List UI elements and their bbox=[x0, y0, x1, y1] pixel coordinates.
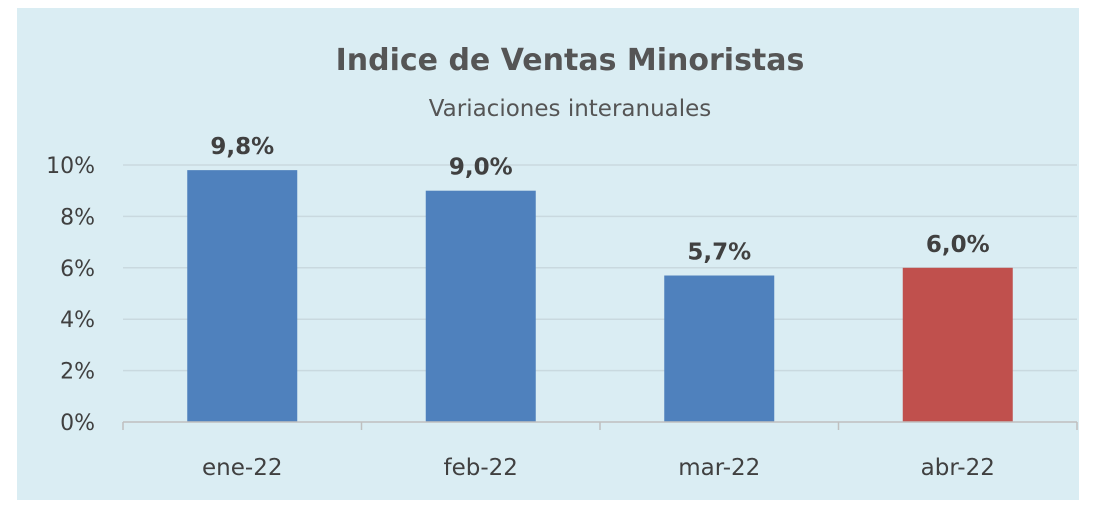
bars bbox=[187, 170, 1013, 422]
data-labels: 9,8% 9,0% 5,7% 6,0% bbox=[210, 134, 989, 265]
data-label: 9,8% bbox=[210, 134, 274, 160]
data-label: 6,0% bbox=[926, 232, 990, 258]
data-label: 9,0% bbox=[449, 155, 513, 181]
category-label: ene-22 bbox=[202, 455, 282, 481]
y-axis-tick-labels: 0% 2% 4% 6% 8% 10% bbox=[46, 154, 95, 436]
bar-feb-22 bbox=[425, 190, 536, 422]
category-label: abr-22 bbox=[921, 455, 995, 481]
y-tick-label: 2% bbox=[60, 360, 95, 385]
category-label: mar-22 bbox=[678, 455, 760, 481]
y-tick-label: 8% bbox=[60, 205, 95, 230]
category-label: feb-22 bbox=[444, 455, 518, 481]
x-axis-category-labels: ene-22 feb-22 mar-22 abr-22 bbox=[202, 455, 995, 481]
data-label: 5,7% bbox=[687, 240, 751, 266]
bar-abr-22 bbox=[902, 267, 1013, 422]
y-tick-label: 10% bbox=[46, 154, 95, 179]
chart-title: Indice de Ventas Minoristas bbox=[336, 43, 805, 78]
y-tick-label: 4% bbox=[60, 308, 95, 333]
chart-subtitle: Variaciones interanuales bbox=[429, 96, 712, 122]
y-tick-label: 6% bbox=[60, 257, 95, 282]
bar-chart: Indice de Ventas Minoristas Variaciones … bbox=[17, 8, 1079, 500]
y-tick-label: 0% bbox=[60, 411, 95, 436]
bar-mar-22 bbox=[664, 275, 775, 422]
chart-background bbox=[17, 8, 1079, 500]
chart-panel: Indice de Ventas Minoristas Variaciones … bbox=[17, 8, 1079, 500]
bar-ene-22 bbox=[187, 170, 298, 422]
x-axis bbox=[122, 421, 1078, 430]
